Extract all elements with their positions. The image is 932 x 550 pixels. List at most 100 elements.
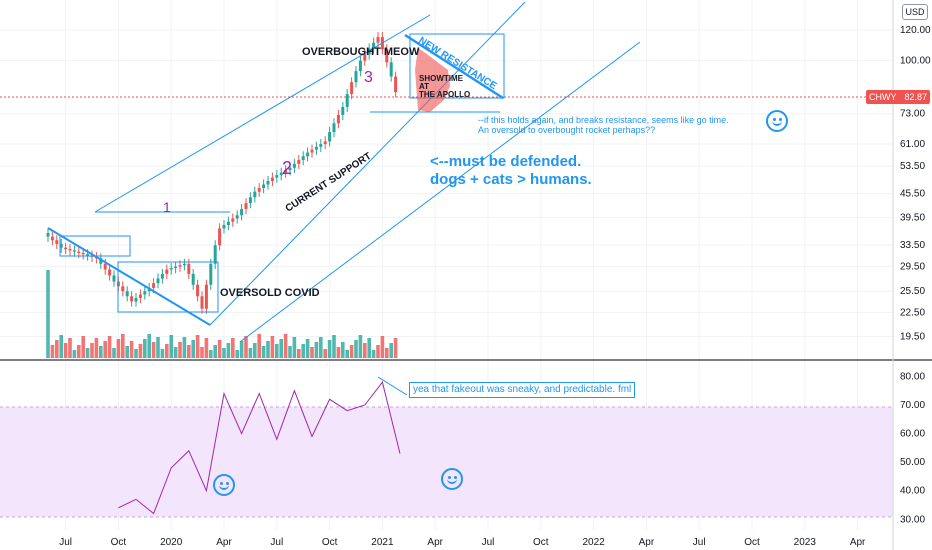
candle-body — [363, 54, 367, 61]
volume-bar — [345, 350, 349, 358]
candle-body — [341, 106, 345, 115]
candle-body — [248, 197, 252, 204]
x-tick-label: Jul — [270, 537, 283, 548]
volume-bar — [63, 343, 68, 358]
candle-body — [292, 163, 296, 168]
volume-bar — [107, 336, 112, 358]
volume-bar — [231, 338, 235, 358]
rsi-tick-label: 30.00 — [900, 514, 925, 525]
volume-bar — [310, 347, 314, 358]
volume-bar — [169, 335, 173, 358]
volume-bar — [266, 341, 270, 358]
y-tick-label: 61.00 — [900, 139, 925, 150]
candle-body — [64, 247, 68, 250]
volume-bar — [147, 334, 151, 358]
candle-body — [310, 149, 314, 153]
candle-body — [319, 144, 323, 147]
time-axis: Jul Oct 2020 Apr Jul Oct 2021 Apr Jul Oct 2022 Apr J… — [59, 537, 866, 548]
annotation-overbought: OVERBOUGHT MEOW — [302, 46, 420, 58]
x-tick-label: Oct — [322, 537, 338, 548]
volume-bar — [143, 339, 147, 358]
x-tick-label: Jul — [59, 537, 72, 548]
volume-bar — [336, 347, 341, 358]
smiley-icon — [213, 474, 235, 496]
volume-bar — [279, 339, 283, 358]
volume-bar — [213, 345, 217, 358]
candle-body — [200, 296, 204, 309]
candle-body — [297, 159, 301, 164]
volume-bar — [389, 343, 393, 358]
volume-bar — [191, 340, 195, 358]
candle-body — [332, 123, 336, 133]
candle-body — [204, 284, 208, 309]
box-resistance — [409, 33, 505, 99]
y-tick-label: 22.50 — [900, 307, 925, 318]
candle-body — [218, 228, 222, 246]
volume-bar — [235, 350, 239, 358]
volume-bar — [244, 336, 248, 358]
annotation-oversold: OVERSOLD COVID — [220, 287, 320, 299]
annotation-current-support: CURRENT SUPPORT — [284, 151, 374, 215]
volume-bar — [200, 347, 204, 358]
y-tick-label: 25.50 — [900, 286, 925, 297]
candle-body — [165, 269, 169, 274]
volume-bar — [222, 348, 226, 358]
x-tick-label: Apr — [427, 537, 443, 548]
volume-bar — [173, 347, 178, 358]
volume-bar — [385, 348, 389, 358]
wave-label-2: 2 — [282, 158, 292, 178]
candle-body — [301, 156, 305, 160]
candle-body — [99, 258, 103, 264]
candle-body — [266, 181, 270, 185]
y-tick-label: 33.50 — [900, 240, 925, 251]
volume-bar — [261, 346, 266, 358]
volume-bar — [292, 337, 297, 358]
volume-bar — [376, 345, 380, 358]
volume-bar — [393, 338, 398, 358]
volume-bar — [354, 340, 358, 358]
candle-body — [112, 275, 116, 282]
candle-body — [191, 273, 195, 285]
candle-body — [46, 233, 50, 237]
candle-body — [209, 263, 213, 285]
x-tick-label: Oct — [533, 537, 549, 548]
volume-bar — [59, 335, 63, 358]
volume-bar — [239, 341, 244, 358]
candle-body — [323, 141, 327, 145]
currency-label[interactable]: USD — [902, 4, 928, 20]
annotation-showtime-1: SHOWTIME — [419, 74, 464, 83]
candle-body — [235, 215, 239, 219]
last-price-label: 82.87 — [904, 92, 927, 102]
volume-bar — [341, 342, 345, 358]
smiley-icon — [441, 468, 463, 490]
y-tick-label: 45.50 — [900, 189, 925, 200]
rsi-axis: 80.00 70.00 60.00 50.00 40.00 30.00 — [900, 371, 925, 525]
volume-bar — [195, 335, 200, 358]
annotation-note-2: An oversold to overbought rocket perhaps… — [478, 125, 655, 135]
channel-lower — [239, 41, 641, 343]
candles — [46, 32, 398, 314]
volume-bar — [363, 343, 367, 358]
rsi-tick-label: 70.00 — [900, 400, 925, 411]
volume-bar — [156, 337, 160, 358]
candle-body — [125, 291, 129, 297]
x-tick-label: Jul — [482, 537, 495, 548]
candle-body — [130, 296, 134, 302]
candle-body — [389, 62, 393, 77]
volume-bar — [253, 343, 257, 358]
annotation-defend-2: dogs + cats > humans. — [430, 171, 592, 188]
volume-bar — [283, 334, 288, 358]
candle-body — [55, 240, 59, 244]
volume-bar — [112, 348, 116, 358]
candle-body — [182, 263, 186, 266]
annotation-defend-1: <--must be defended. — [430, 153, 581, 170]
volume-bar — [165, 344, 169, 358]
candle-body — [253, 191, 257, 198]
volume-bar — [81, 336, 85, 358]
candle-body — [160, 273, 164, 279]
candle-body — [81, 252, 85, 255]
annotation-note-1: --if this holds again, and breaks resist… — [478, 115, 729, 125]
volume-bar — [178, 342, 182, 358]
candle-body — [306, 152, 310, 157]
candle-body — [270, 177, 274, 182]
